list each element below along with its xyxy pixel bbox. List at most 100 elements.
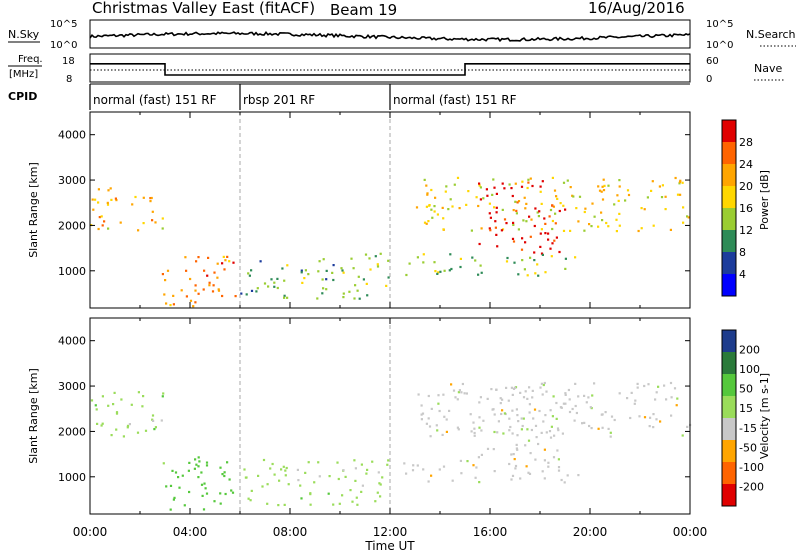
echo-cell xyxy=(554,222,557,225)
echo-cell xyxy=(321,292,324,295)
echo-cell xyxy=(342,469,345,472)
echo-cell xyxy=(433,261,436,264)
x-tick-label: 20:00 xyxy=(573,525,608,539)
echo-cell xyxy=(555,401,558,405)
echo-cell xyxy=(142,222,145,225)
noise-sky-label: N.Sky xyxy=(8,28,40,41)
colorbar-swatch xyxy=(722,274,736,296)
echo-cell xyxy=(564,208,567,211)
echo-cell xyxy=(449,253,452,256)
echo-cell xyxy=(562,402,565,405)
echo-cell xyxy=(584,207,587,210)
echo-cell xyxy=(344,475,347,478)
echo-cell xyxy=(535,436,538,439)
echo-cell xyxy=(581,422,584,425)
echo-cell xyxy=(510,187,513,190)
echo-cell xyxy=(529,177,532,180)
echo-cell xyxy=(448,409,451,412)
echo-cell xyxy=(416,464,419,467)
echo-cell xyxy=(495,206,498,209)
echo-cell xyxy=(478,242,481,246)
echo-cell xyxy=(267,285,270,288)
echo-cell xyxy=(480,227,483,230)
x-tick-label: 00:00 xyxy=(673,525,708,539)
echo-cell xyxy=(474,259,477,262)
echo-cell xyxy=(598,189,602,192)
echo-cell xyxy=(445,430,448,433)
echo-cell xyxy=(198,460,201,463)
echo-cell xyxy=(551,204,554,207)
echo-cell xyxy=(577,220,580,223)
echo-cell xyxy=(178,486,181,489)
echo-cell xyxy=(465,203,468,206)
echo-cell xyxy=(205,464,209,467)
echo-cell xyxy=(473,427,476,430)
echo-cell xyxy=(412,464,415,467)
echo-cell xyxy=(197,456,200,459)
echo-cell xyxy=(120,398,123,401)
echo-cell xyxy=(528,472,532,475)
echo-cell xyxy=(317,461,320,464)
echo-cell xyxy=(553,239,556,242)
echo-cell xyxy=(615,218,618,221)
echo-cell xyxy=(354,284,357,287)
echo-cell xyxy=(517,200,521,203)
echo-cell xyxy=(130,403,133,406)
echo-cell xyxy=(512,223,515,226)
echo-cell xyxy=(495,192,498,195)
echo-cell xyxy=(378,482,381,485)
velocity-colorbar-label: Velocity [m s-1] xyxy=(758,373,771,459)
echo-cell xyxy=(376,491,379,494)
echo-cell xyxy=(517,273,520,276)
echo-cell xyxy=(538,210,541,213)
echo-cell xyxy=(443,269,446,272)
echo-cell xyxy=(161,217,164,220)
echo-cell xyxy=(247,497,250,500)
echo-cell xyxy=(430,474,433,477)
colorbar-swatch xyxy=(722,252,736,274)
echo-cell xyxy=(201,494,204,497)
echo-cell xyxy=(194,284,197,287)
echo-cell xyxy=(231,491,235,494)
echo-cell xyxy=(527,181,530,184)
echo-cell xyxy=(208,284,211,287)
echo-cell xyxy=(318,260,321,263)
echo-cell xyxy=(197,465,200,468)
echo-cell xyxy=(478,182,481,185)
echo-cell xyxy=(183,504,186,507)
echo-cell xyxy=(553,189,557,192)
echo-cell xyxy=(492,408,495,411)
echo-cell xyxy=(151,418,154,421)
echo-cell xyxy=(556,197,559,200)
echo-cell xyxy=(607,427,610,430)
echo-cell xyxy=(472,421,475,424)
echo-cell xyxy=(360,463,363,466)
echo-cell xyxy=(503,412,506,415)
echo-cell xyxy=(676,193,680,196)
echo-cell xyxy=(245,476,248,479)
echo-cell xyxy=(309,492,312,495)
echo-cell xyxy=(655,418,658,421)
echo-cell xyxy=(615,230,618,233)
echo-cell xyxy=(441,206,444,209)
echo-cell xyxy=(174,471,178,474)
echo-cell xyxy=(552,395,555,398)
echo-cell xyxy=(496,431,499,434)
colorbar-tick: 12 xyxy=(739,224,753,237)
echo-cell xyxy=(575,411,578,415)
echo-cell xyxy=(450,267,453,271)
echo-cell xyxy=(541,393,544,396)
echo-cell xyxy=(422,253,425,256)
echo-cell xyxy=(494,226,497,229)
echo-cell xyxy=(284,469,287,472)
echo-cell xyxy=(475,466,478,469)
echo-cell xyxy=(670,396,673,399)
echo-cell xyxy=(460,391,463,394)
echo-cell xyxy=(327,492,330,495)
echo-cell xyxy=(420,404,423,407)
echo-cell xyxy=(537,442,540,446)
echo-cell xyxy=(551,219,554,223)
echo-cell xyxy=(541,470,544,473)
echo-cell xyxy=(429,435,432,438)
echo-cell xyxy=(211,290,215,293)
